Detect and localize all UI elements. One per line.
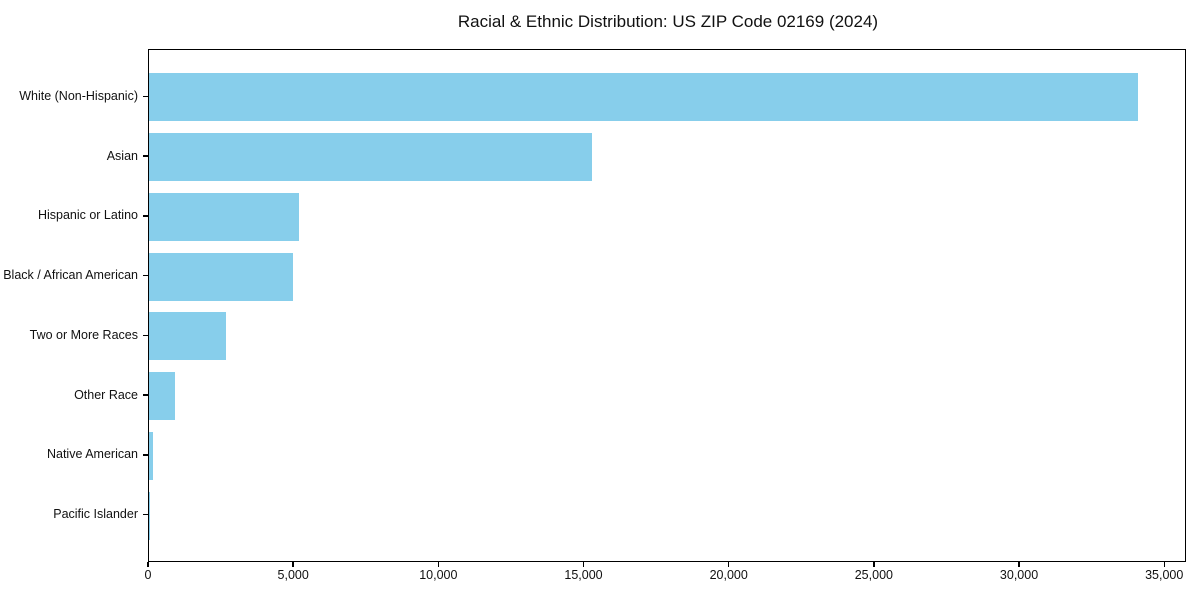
bar-other-race: [149, 372, 175, 421]
x-tick-label: 30,000: [999, 568, 1039, 582]
x-tick-label: 15,000: [564, 568, 603, 582]
x-tick-mark: [727, 562, 730, 567]
x-tick-label: 25,000: [854, 568, 893, 582]
x-tick-label: 5,000: [277, 568, 309, 582]
bar-two-or-more-races: [149, 312, 226, 361]
y-tick-mark: [143, 514, 148, 516]
y-tick-mark: [143, 155, 148, 157]
y-tick-label: Pacific Islander: [53, 507, 138, 522]
y-tick-mark: [143, 95, 148, 97]
y-tick-label: Other Race: [74, 387, 138, 402]
x-tick-label: 35,000: [1145, 568, 1184, 582]
x-tick-mark: [1163, 562, 1165, 567]
bar-native-american: [149, 431, 154, 480]
chart-title: Racial & Ethnic Distribution: US ZIP Cod…: [457, 12, 879, 31]
x-tick-label: 10,000: [419, 568, 458, 582]
x-tick-label: 20,000: [709, 568, 748, 582]
x-tick-mark: [1018, 562, 1020, 567]
y-tick-mark: [143, 454, 148, 456]
bar-asian: [149, 133, 592, 182]
x-tick-mark: [147, 562, 149, 567]
x-tick-mark: [292, 562, 294, 567]
y-tick-mark: [143, 334, 148, 337]
y-tick-label: Black / African American: [3, 268, 138, 283]
y-tick-label: Two or More Races: [29, 327, 138, 342]
plot-area: [148, 49, 1186, 562]
x-tick-label: 0: [144, 568, 152, 582]
y-tick-label: Asian: [106, 148, 138, 163]
bar-black-african-american: [149, 252, 293, 301]
bar-hispanic-or-latino: [149, 192, 299, 241]
y-tick-label: Hispanic or Latino: [37, 208, 138, 223]
y-tick-mark: [143, 394, 148, 396]
y-tick-mark: [143, 215, 148, 217]
bar-white-non-hispanic: [149, 73, 1138, 122]
y-tick-mark: [143, 274, 148, 277]
bar-pacific-islander: [149, 491, 150, 540]
x-tick-mark: [582, 562, 585, 567]
y-tick-label: Native American: [46, 447, 138, 462]
x-tick-mark: [873, 562, 875, 567]
y-tick-label: White (Non-Hispanic): [19, 88, 138, 103]
x-tick-mark: [437, 562, 440, 567]
